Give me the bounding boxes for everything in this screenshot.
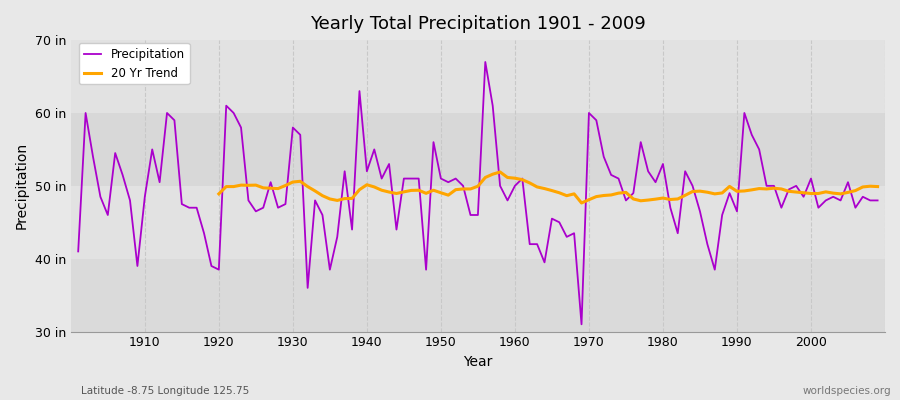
Precipitation — [509, 184, 520, 188]
Precipitation — [576, 322, 587, 327]
X-axis label: Year: Year — [464, 355, 492, 369]
20 Yr Trend — [495, 170, 506, 174]
20 Yr Trend — [872, 184, 883, 189]
Text: worldspecies.org: worldspecies.org — [803, 386, 891, 396]
20 Yr Trend — [302, 184, 313, 189]
Title: Yearly Total Precipitation 1901 - 2009: Yearly Total Precipitation 1901 - 2009 — [310, 15, 646, 33]
Line: Precipitation: Precipitation — [78, 62, 878, 324]
20 Yr Trend — [776, 186, 787, 191]
Text: Latitude -8.75 Longitude 125.75: Latitude -8.75 Longitude 125.75 — [81, 386, 249, 396]
Legend: Precipitation, 20 Yr Trend: Precipitation, 20 Yr Trend — [79, 43, 190, 84]
Bar — [71, 113, 885, 186]
Bar — [71, 40, 885, 113]
Precipitation — [295, 132, 306, 137]
20 Yr Trend — [576, 200, 587, 205]
Precipitation — [480, 60, 491, 64]
Precipitation — [132, 264, 143, 268]
20 Yr Trend — [791, 190, 802, 194]
20 Yr Trend — [413, 188, 424, 193]
Bar — [71, 186, 885, 259]
Precipitation — [339, 169, 350, 174]
20 Yr Trend — [858, 184, 868, 189]
Precipitation — [872, 198, 883, 203]
Y-axis label: Precipitation: Precipitation — [15, 142, 29, 230]
Precipitation — [613, 176, 624, 181]
20 Yr Trend — [213, 192, 224, 196]
Precipitation — [517, 176, 527, 181]
20 Yr Trend — [688, 189, 698, 194]
Bar — [71, 259, 885, 332]
Line: 20 Yr Trend: 20 Yr Trend — [219, 172, 878, 203]
Precipitation — [73, 249, 84, 254]
